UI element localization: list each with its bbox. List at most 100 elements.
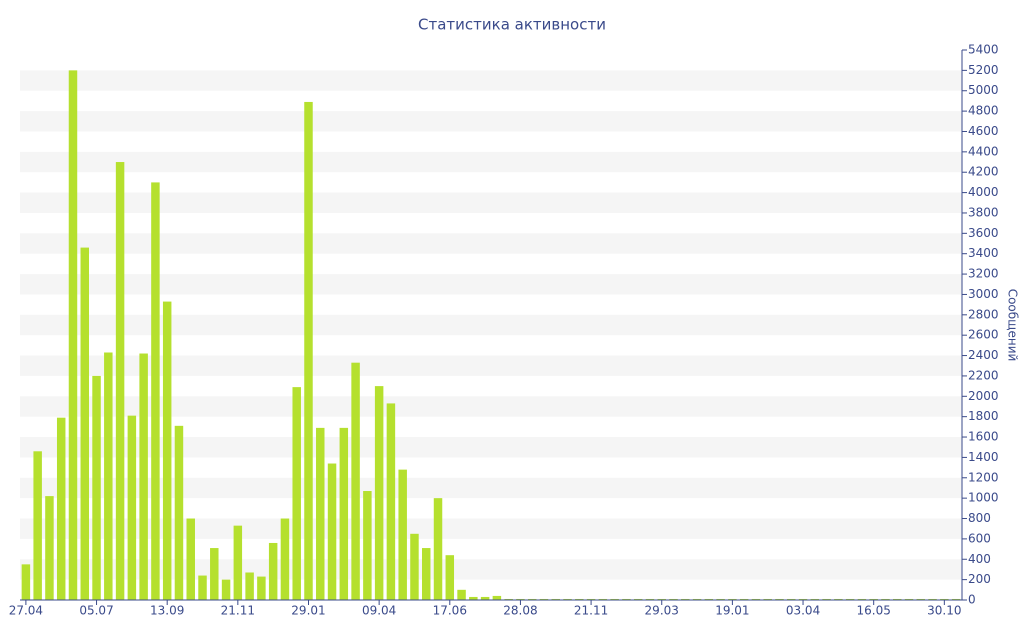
bar <box>268 542 278 600</box>
x-tick-label: 19.01 <box>715 604 749 618</box>
grid-band <box>20 559 962 580</box>
grid-band <box>20 274 962 295</box>
bar <box>339 427 349 600</box>
bar <box>492 595 502 600</box>
bar <box>610 598 619 600</box>
y-tick-label: 2400 <box>968 348 999 362</box>
grid-band <box>20 233 962 254</box>
x-tick-label: 03.04 <box>786 604 820 618</box>
x-tick-label: 21.11 <box>221 604 255 618</box>
x-tick-label: 27.04 <box>9 604 43 618</box>
bar <box>445 555 455 600</box>
grid-band <box>20 314 962 336</box>
bar <box>798 598 808 600</box>
bar <box>421 548 431 600</box>
bar <box>598 598 608 600</box>
bar <box>210 548 219 600</box>
bar <box>433 498 443 600</box>
bar <box>633 598 643 600</box>
y-tick-label: 4400 <box>968 144 999 158</box>
bar <box>198 575 207 600</box>
bar <box>869 598 878 600</box>
grid-band <box>20 151 962 173</box>
x-tick-label: 09.04 <box>362 604 396 618</box>
bar <box>45 496 54 600</box>
y-tick-label: 1400 <box>968 450 999 464</box>
bar <box>186 518 195 600</box>
bar <box>527 598 537 600</box>
grid-band <box>20 355 962 376</box>
y-tick-label: 3000 <box>968 287 999 301</box>
y-tick-label: 4800 <box>968 104 999 118</box>
bar <box>221 579 231 600</box>
y-tick-label: 2800 <box>968 307 999 321</box>
bar <box>892 598 902 600</box>
bar <box>881 598 890 600</box>
bar <box>304 101 313 600</box>
bar <box>151 182 160 600</box>
grid-band <box>20 518 962 539</box>
y-tick-label: 3600 <box>968 226 999 240</box>
bar <box>504 598 513 600</box>
bar <box>940 598 949 600</box>
y-tick-label: 4600 <box>968 124 999 138</box>
bar <box>563 598 572 600</box>
y-tick-label: 1600 <box>968 430 999 444</box>
x-tick-label: 13.09 <box>150 604 184 618</box>
y-tick-label: 4000 <box>968 185 999 199</box>
y-axis-label: Сообщений <box>1006 289 1020 362</box>
bar <box>351 362 360 600</box>
bar <box>469 596 478 600</box>
bar <box>834 598 843 600</box>
bar <box>115 162 125 600</box>
bar <box>104 352 113 600</box>
grid-band <box>20 192 962 213</box>
bar <box>551 598 561 600</box>
bar <box>68 70 78 601</box>
bar <box>92 375 101 600</box>
bar <box>292 387 301 600</box>
bar <box>327 463 337 600</box>
bar <box>951 598 961 600</box>
y-tick-label: 5000 <box>968 83 999 97</box>
y-tick-label: 800 <box>968 511 991 525</box>
y-tick-label: 5400 <box>968 43 999 57</box>
bar <box>751 598 761 600</box>
y-tick-label: 0 <box>968 593 976 607</box>
y-tick-label: 2200 <box>968 368 999 382</box>
x-tick-label: 21.11 <box>574 604 608 618</box>
bar <box>162 301 172 600</box>
bar <box>480 596 490 600</box>
bar <box>763 598 772 600</box>
bar <box>21 564 31 600</box>
x-tick-label: 29.03 <box>645 604 679 618</box>
x-tick-label: 05.07 <box>79 604 113 618</box>
bar <box>728 598 737 600</box>
bar <box>775 598 784 600</box>
x-tick-label: 30.10 <box>927 604 961 618</box>
y-tick-label: 3400 <box>968 246 999 260</box>
grid-band <box>20 70 962 91</box>
bar <box>363 491 372 600</box>
bar <box>575 598 584 600</box>
y-tick-label: 3200 <box>968 267 999 281</box>
bar <box>386 403 396 600</box>
bar <box>692 598 702 600</box>
y-tick-label: 2000 <box>968 389 999 403</box>
grid-band <box>20 437 962 458</box>
bar <box>645 598 655 600</box>
bar <box>704 598 714 600</box>
bar <box>681 598 690 600</box>
bar <box>33 451 42 600</box>
bar <box>669 598 678 600</box>
bar <box>716 598 725 600</box>
y-tick-label: 600 <box>968 531 991 545</box>
bar <box>374 386 384 600</box>
bar <box>845 598 855 600</box>
bar <box>787 598 796 600</box>
bar <box>822 598 831 600</box>
bar <box>410 533 419 600</box>
bar <box>904 598 914 600</box>
y-tick-label: 4200 <box>968 165 999 179</box>
